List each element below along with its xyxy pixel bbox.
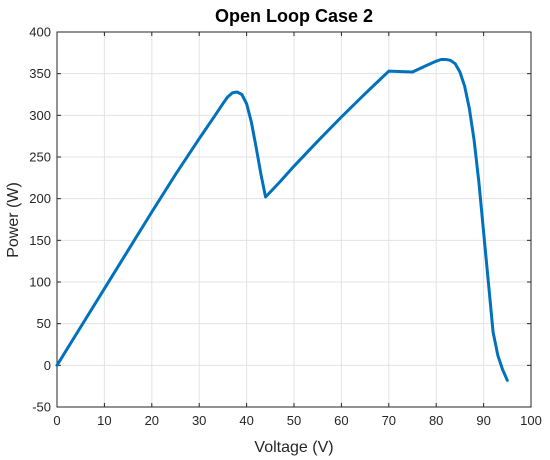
x-axis-label: Voltage (V) — [254, 439, 333, 456]
y-tick-label: 400 — [29, 25, 51, 40]
y-axis-label: Power (W) — [5, 182, 22, 258]
y-tick-label: 300 — [29, 108, 51, 123]
axes — [56, 31, 532, 408]
y-tick-label: 50 — [37, 316, 51, 331]
y-tick-label: 100 — [29, 275, 51, 290]
axes-box — [56, 31, 532, 408]
y-tick-label: 0 — [44, 358, 51, 373]
x-tick-label: 10 — [97, 413, 111, 428]
chart-title: Open Loop Case 2 — [215, 6, 373, 26]
y-tick-label: 200 — [29, 191, 51, 206]
x-tick-label: 20 — [145, 413, 159, 428]
x-tick-label: 0 — [53, 413, 60, 428]
y-tick-label: 250 — [29, 150, 51, 165]
series-layer — [55, 58, 509, 382]
grid — [57, 32, 531, 407]
x-tick-label: 100 — [520, 413, 542, 428]
y-tick-label: 150 — [29, 233, 51, 248]
x-tick-label: 30 — [192, 413, 206, 428]
x-tick-label: 50 — [287, 413, 301, 428]
x-tick-label: 70 — [382, 413, 396, 428]
tick-labels: 0 10 20 30 40 50 60 70 80 90 100-50050100150200250… — [29, 25, 542, 429]
x-tick-label: 40 — [239, 413, 253, 428]
series-line-0 — [55, 58, 509, 382]
y-tick-label: 350 — [29, 66, 51, 81]
x-tick-label: 90 — [476, 413, 490, 428]
x-tick-label: 80 — [429, 413, 443, 428]
y-tick-label: -50 — [32, 400, 51, 415]
x-tick-label: 60 — [334, 413, 348, 428]
